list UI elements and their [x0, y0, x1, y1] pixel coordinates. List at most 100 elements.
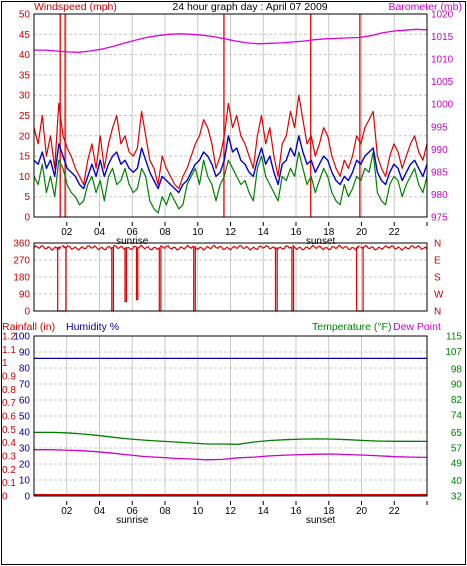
barometer-tick-label: 980 [431, 190, 448, 201]
windspeed-tick-label: 20 [19, 131, 31, 142]
humidity-tick-label: 40 [19, 428, 31, 439]
humidity-tick-label: 30 [19, 444, 31, 455]
barometer-series-line [34, 28, 428, 53]
x-tick-label: 18 [323, 227, 335, 238]
rain-humidity-temp-panel: 0 0.1 0.2 0.3 0.4 0.5 0.6 0.7 0.8 0.9 1 1.1 1.2 0 10 20… [2, 332, 462, 527]
rainfall-tick-label: 0.1 [2, 478, 16, 489]
humidity-tick-label: 50 [19, 412, 31, 423]
humidity-tick-label: 0 [24, 492, 30, 503]
dewpoint-series-line [34, 449, 428, 461]
windspeed-tick-label: 40 [19, 50, 31, 61]
sunrise-label: sunrise [116, 236, 149, 247]
humidity-tick-label: 10 [19, 476, 31, 487]
x-tick-label: 10 [192, 506, 204, 517]
x-tick-label: 02 [61, 227, 73, 238]
x-tick-label: 12 [225, 506, 237, 517]
windspeed-series-line [33, 151, 428, 214]
x-tick-label: 10 [192, 227, 204, 238]
direction-compass-tick: N [434, 307, 441, 318]
temperature-tick-label: 74 [451, 411, 463, 422]
rainfall-tick-label: 1.1 [2, 345, 16, 356]
rainfall-tick-label: 0.4 [2, 438, 16, 449]
temperature-tick-label: 115 [446, 332, 462, 343]
direction-compass-tick: E [434, 256, 441, 267]
barometer-tick-label: 985 [431, 167, 448, 178]
rainfall-tick-label: 0.7 [2, 398, 16, 409]
barometer-tick-label: 1005 [431, 77, 454, 88]
x-tick-label: 18 [323, 506, 335, 517]
temperature-tick-label: 65 [451, 428, 463, 439]
x-tick-label: 20 [356, 227, 368, 238]
temperature-tick-label: 107 [445, 347, 462, 358]
barometer-tick-label: 975 [431, 213, 448, 224]
rainfall-tick-label: 0.3 [2, 452, 16, 463]
direction-compass-tick: N [434, 239, 441, 250]
rainfall-tick-label: 0.6 [2, 412, 16, 423]
temperature-tick-label: 98 [451, 364, 463, 375]
temperature-tick-label: 57 [451, 443, 463, 454]
x-tick-label: 02 [61, 506, 73, 517]
wind-barometer-panel: 0510152025303540455097598098599099510001… [19, 10, 454, 248]
x-tick-label: 12 [225, 227, 237, 238]
x-tick-label: 22 [389, 227, 401, 238]
temperature-tick-label: 32 [451, 492, 463, 503]
windspeed-tick-label: 35 [19, 70, 31, 81]
windspeed-tick-label: 30 [19, 91, 31, 102]
temperature-tick-label: 82 [451, 395, 463, 406]
direction-degree-tick: 270 [13, 256, 30, 267]
windspeed-tick-label: 50 [19, 10, 31, 21]
x-tick-label: 08 [159, 506, 171, 517]
direction-degree-tick: 360 [13, 239, 30, 250]
barometer-tick-label: 1000 [431, 100, 454, 111]
x-tick-label: 16 [290, 506, 302, 517]
panel2-frame [33, 242, 428, 312]
rainfall-tick-label: 0.5 [2, 425, 16, 436]
chart-title: 24 hour graph day : April 07 2009 [172, 1, 327, 13]
temperature-tick-label: 49 [451, 459, 463, 470]
humidity-tick-label: 70 [19, 380, 31, 391]
direction-degree-tick: 90 [19, 290, 31, 301]
barometer-tick-label: 1020 [431, 10, 454, 21]
rainfall-tick-label: 0.8 [2, 385, 16, 396]
temperature-tick-label: 40 [451, 476, 463, 487]
barometer-tick-label: 990 [431, 145, 448, 156]
humidity-tick-label: 20 [19, 460, 31, 471]
temperature-series-line [34, 431, 428, 445]
gust-series-line [33, 94, 428, 190]
barometer-tick-label: 995 [431, 122, 448, 133]
rainfall-tick-label: 0 [2, 492, 8, 503]
rainfall-tick-label: 1.2 [2, 332, 16, 343]
windspeed-tick-label: 15 [19, 152, 31, 163]
barometer-tick-label: 1015 [431, 32, 454, 43]
windspeed-tick-label: 10 [19, 172, 31, 183]
rainfall-tick-label: 1 [2, 358, 8, 369]
windspeed-tick-label: 25 [19, 111, 31, 122]
rainfall-tick-label: 0.9 [2, 372, 16, 383]
windspeed-tick-label: 0 [24, 213, 30, 224]
barometer-tick-label: 1010 [431, 55, 454, 66]
humidity-axis-title: Humidity % [66, 321, 119, 333]
humidity-tick-label: 60 [19, 396, 31, 407]
x-tick-label: 08 [159, 227, 171, 238]
barometer-axis-title: Barometer (mb) [388, 1, 462, 13]
x-tick-label: 04 [94, 506, 106, 517]
wind-direction-line [33, 244, 428, 312]
panel1-frame [33, 13, 428, 218]
rainfall-axis-title: Rainfall (in) [2, 321, 55, 333]
sunrise-label: sunrise [116, 515, 149, 526]
temperature-tick-label: 90 [451, 380, 463, 391]
average-wind-series-line [33, 135, 428, 194]
windspeed-tick-label: 5 [24, 192, 30, 203]
sunset-label: sunset [306, 236, 336, 247]
direction-compass-tick: W [434, 290, 444, 301]
direction-compass-tick: S [434, 273, 441, 284]
dewpoint-axis-title: Dew Point [393, 321, 441, 333]
humidity-tick-label: 90 [19, 348, 31, 359]
x-tick-label: 14 [258, 506, 270, 517]
direction-degree-tick: 180 [13, 273, 30, 284]
x-tick-label: 20 [356, 506, 368, 517]
x-tick-label: 16 [290, 227, 302, 238]
temperature-axis-title: Temperature (°F) [312, 321, 391, 333]
